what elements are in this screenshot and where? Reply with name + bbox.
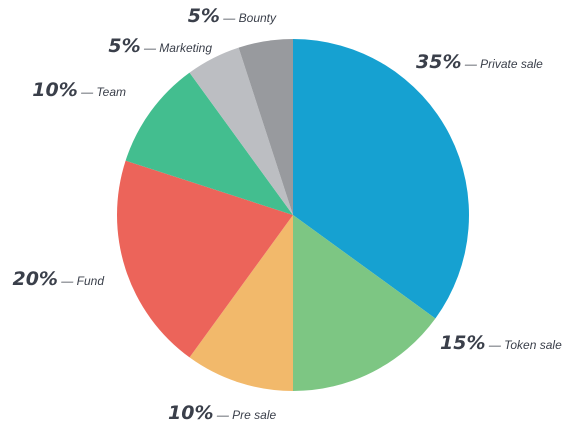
slice-name: — Fund — [58, 274, 104, 288]
pie-labels: 35% — Private sale 15% — Token sale 10% — … — [12, 5, 562, 424]
slice-percent: 15% — [440, 332, 485, 354]
slice-name: — Marketing — [141, 41, 213, 55]
slice-name: — Private sale — [461, 57, 543, 71]
pie-slice-bounty — [238, 39, 293, 215]
slice-label-fund: 20% — Fund — [12, 268, 104, 290]
slice-percent: 10% — [168, 402, 213, 424]
slice-name: — Team — [78, 85, 126, 99]
slice-name: — Token sale — [485, 338, 562, 352]
pie-slice-marketing — [189, 47, 293, 216]
pie-slice-token-sale — [293, 215, 436, 391]
pie-slice-pre-sale — [189, 215, 293, 391]
slice-percent: 10% — [32, 79, 77, 101]
pie-slice-team — [125, 72, 294, 215]
slice-label-team: 10% — Team — [32, 79, 126, 101]
slice-label-pre-sale: 10% — Pre sale — [168, 402, 277, 424]
slice-percent: 35% — [416, 51, 461, 73]
slice-label-token-sale: 15% — Token sale — [440, 332, 562, 354]
slice-name: — Bounty — [220, 11, 277, 25]
slice-percent: 5% — [188, 5, 220, 27]
pie-slice-fund — [117, 160, 293, 358]
pie-slice-private-sale — [293, 39, 469, 319]
slice-percent: 5% — [108, 35, 140, 57]
slice-label-bounty: 5% — Bounty — [188, 5, 277, 27]
slice-label-private-sale: 35% — Private sale — [416, 51, 543, 73]
slice-name: — Pre sale — [213, 408, 276, 422]
slice-percent: 20% — [12, 268, 57, 290]
slice-label-marketing: 5% — Marketing — [108, 35, 212, 57]
pie-slices — [117, 39, 469, 391]
